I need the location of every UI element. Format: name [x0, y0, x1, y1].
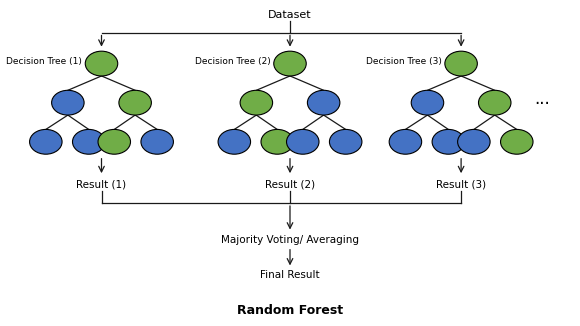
Text: Decision Tree (1): Decision Tree (1) [6, 57, 82, 67]
Ellipse shape [240, 90, 273, 115]
Ellipse shape [478, 90, 511, 115]
Ellipse shape [389, 129, 422, 154]
Ellipse shape [261, 129, 293, 154]
Text: Result (1): Result (1) [77, 179, 126, 189]
Ellipse shape [141, 129, 173, 154]
Text: Dataset: Dataset [268, 10, 312, 20]
Ellipse shape [98, 129, 130, 154]
Ellipse shape [411, 90, 444, 115]
Ellipse shape [274, 51, 306, 76]
Ellipse shape [329, 129, 362, 154]
Ellipse shape [307, 90, 340, 115]
Text: ...: ... [534, 90, 550, 109]
Ellipse shape [287, 129, 319, 154]
Text: Decision Tree (3): Decision Tree (3) [366, 57, 442, 67]
Ellipse shape [445, 51, 477, 76]
Ellipse shape [432, 129, 465, 154]
Text: Decision Tree (2): Decision Tree (2) [195, 57, 271, 67]
Ellipse shape [72, 129, 105, 154]
Text: Random Forest: Random Forest [237, 304, 343, 317]
Ellipse shape [458, 129, 490, 154]
Text: Final Result: Final Result [260, 271, 320, 280]
Text: Result (3): Result (3) [436, 179, 486, 189]
Ellipse shape [218, 129, 251, 154]
Ellipse shape [30, 129, 62, 154]
Ellipse shape [85, 51, 118, 76]
Text: Result (2): Result (2) [265, 179, 315, 189]
Ellipse shape [119, 90, 151, 115]
Ellipse shape [501, 129, 533, 154]
Text: Majority Voting/ Averaging: Majority Voting/ Averaging [221, 235, 359, 244]
Ellipse shape [52, 90, 84, 115]
